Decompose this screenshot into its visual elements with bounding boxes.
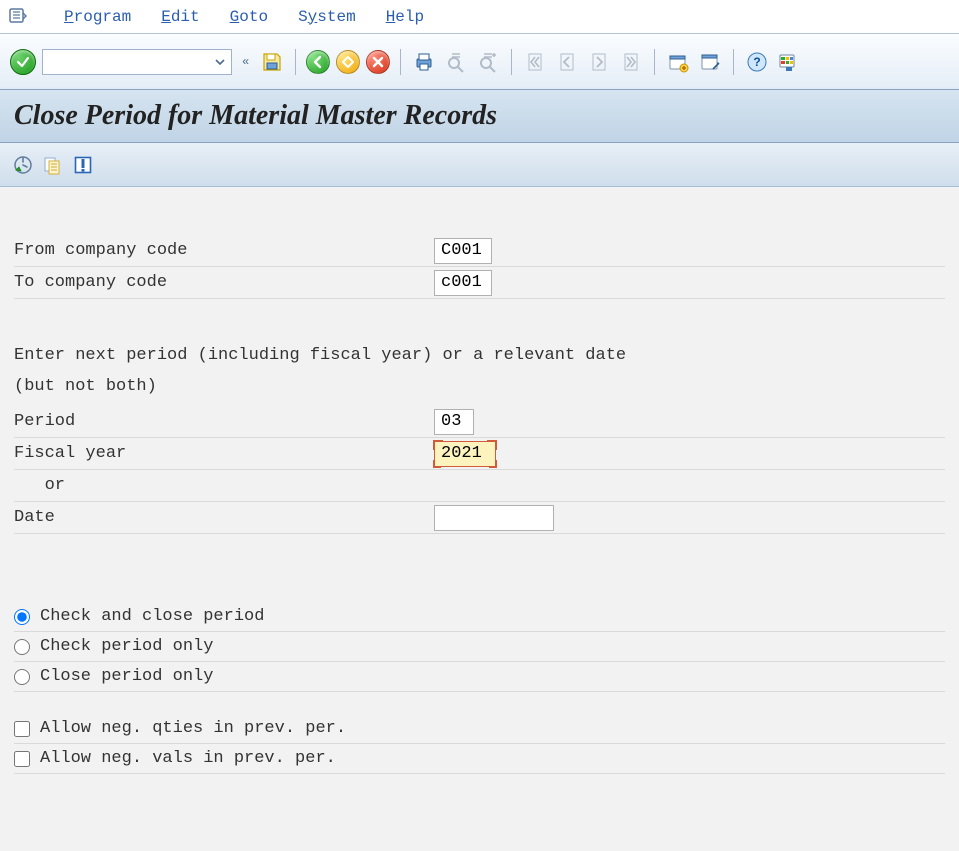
period-label: Period xyxy=(14,412,434,431)
row-fiscal-year: Fiscal year xyxy=(14,438,945,470)
program-doc-icon[interactable] xyxy=(72,154,94,176)
check-neg-vals[interactable]: Allow neg. vals in prev. per. xyxy=(14,744,945,774)
next-page-icon xyxy=(586,49,612,75)
execute-icon[interactable] xyxy=(12,154,34,176)
from-company-code-input[interactable] xyxy=(434,238,492,264)
toolbar-separator xyxy=(654,49,655,75)
radio-check-and-close-input[interactable] xyxy=(14,609,30,625)
last-page-icon xyxy=(618,49,644,75)
toolbar-separator xyxy=(733,49,734,75)
instruction-text: Enter next period (including fiscal year… xyxy=(14,341,945,402)
get-variant-icon[interactable] xyxy=(42,154,64,176)
enter-button[interactable] xyxy=(10,49,36,75)
or-label: or xyxy=(14,476,434,495)
collapse-toolbar-icon[interactable]: « xyxy=(242,55,249,69)
menu-goto[interactable]: Goto xyxy=(230,8,268,26)
svg-text:?: ? xyxy=(754,55,761,69)
to-company-code-label: To company code xyxy=(14,273,434,292)
date-input[interactable] xyxy=(434,505,554,531)
radio-close-only-input[interactable] xyxy=(14,669,30,685)
find-icon xyxy=(443,49,469,75)
toolbar-separator xyxy=(400,49,401,75)
menu-system[interactable]: System xyxy=(298,8,356,26)
save-icon[interactable] xyxy=(259,49,285,75)
standard-toolbar: « xyxy=(0,34,959,90)
print-icon[interactable] xyxy=(411,49,437,75)
application-toolbar xyxy=(0,143,959,187)
toolbar-separator xyxy=(295,49,296,75)
fiscal-year-label: Fiscal year xyxy=(14,444,434,463)
check-neg-qties[interactable]: Allow neg. qties in prev. per. xyxy=(14,714,945,744)
menu-bar: Program Edit Goto System Help xyxy=(0,0,959,34)
radio-check-only-input[interactable] xyxy=(14,639,30,655)
check-neg-vals-label: Allow neg. vals in prev. per. xyxy=(40,749,336,768)
row-to-company-code: To company code xyxy=(14,267,945,299)
page-title: Close Period for Material Master Records xyxy=(0,90,959,143)
back-button[interactable] xyxy=(306,50,330,74)
help-icon[interactable]: ? xyxy=(744,49,770,75)
from-company-code-label: From company code xyxy=(14,241,434,260)
check-neg-vals-input[interactable] xyxy=(14,751,30,767)
first-page-icon xyxy=(522,49,548,75)
toolbar-separator xyxy=(511,49,512,75)
menu-program[interactable]: Program xyxy=(64,8,131,26)
prev-page-icon xyxy=(554,49,580,75)
period-input[interactable] xyxy=(434,409,474,435)
radio-check-and-close-label: Check and close period xyxy=(40,607,264,626)
new-session-icon[interactable] xyxy=(665,49,691,75)
date-label: Date xyxy=(14,508,434,527)
layout-menu-icon[interactable] xyxy=(776,49,802,75)
app-menu-icon[interactable] xyxy=(8,7,28,27)
row-period: Period xyxy=(14,406,945,438)
selection-screen: From company code To company code Enter … xyxy=(0,187,959,794)
menu-edit[interactable]: Edit xyxy=(161,8,199,26)
fiscal-year-input[interactable] xyxy=(434,441,496,467)
find-next-icon xyxy=(475,49,501,75)
row-or: or xyxy=(14,470,945,502)
radio-check-only-label: Check period only xyxy=(40,637,213,656)
exit-button[interactable] xyxy=(336,50,360,74)
command-field[interactable] xyxy=(42,49,232,75)
check-neg-qties-input[interactable] xyxy=(14,721,30,737)
row-from-company-code: From company code xyxy=(14,235,945,267)
cancel-button[interactable] xyxy=(366,50,390,74)
radio-check-and-close[interactable]: Check and close period xyxy=(14,602,945,632)
row-date: Date xyxy=(14,502,945,534)
radio-close-only[interactable]: Close period only xyxy=(14,662,945,692)
shortcut-icon[interactable] xyxy=(697,49,723,75)
to-company-code-input[interactable] xyxy=(434,270,492,296)
command-field-wrap xyxy=(42,49,232,75)
radio-close-only-label: Close period only xyxy=(40,667,213,686)
check-neg-qties-label: Allow neg. qties in prev. per. xyxy=(40,719,346,738)
radio-check-only[interactable]: Check period only xyxy=(14,632,945,662)
fiscal-year-focus-wrap xyxy=(434,441,496,467)
command-history-dropdown[interactable] xyxy=(210,51,230,73)
menu-help[interactable]: Help xyxy=(386,8,424,26)
